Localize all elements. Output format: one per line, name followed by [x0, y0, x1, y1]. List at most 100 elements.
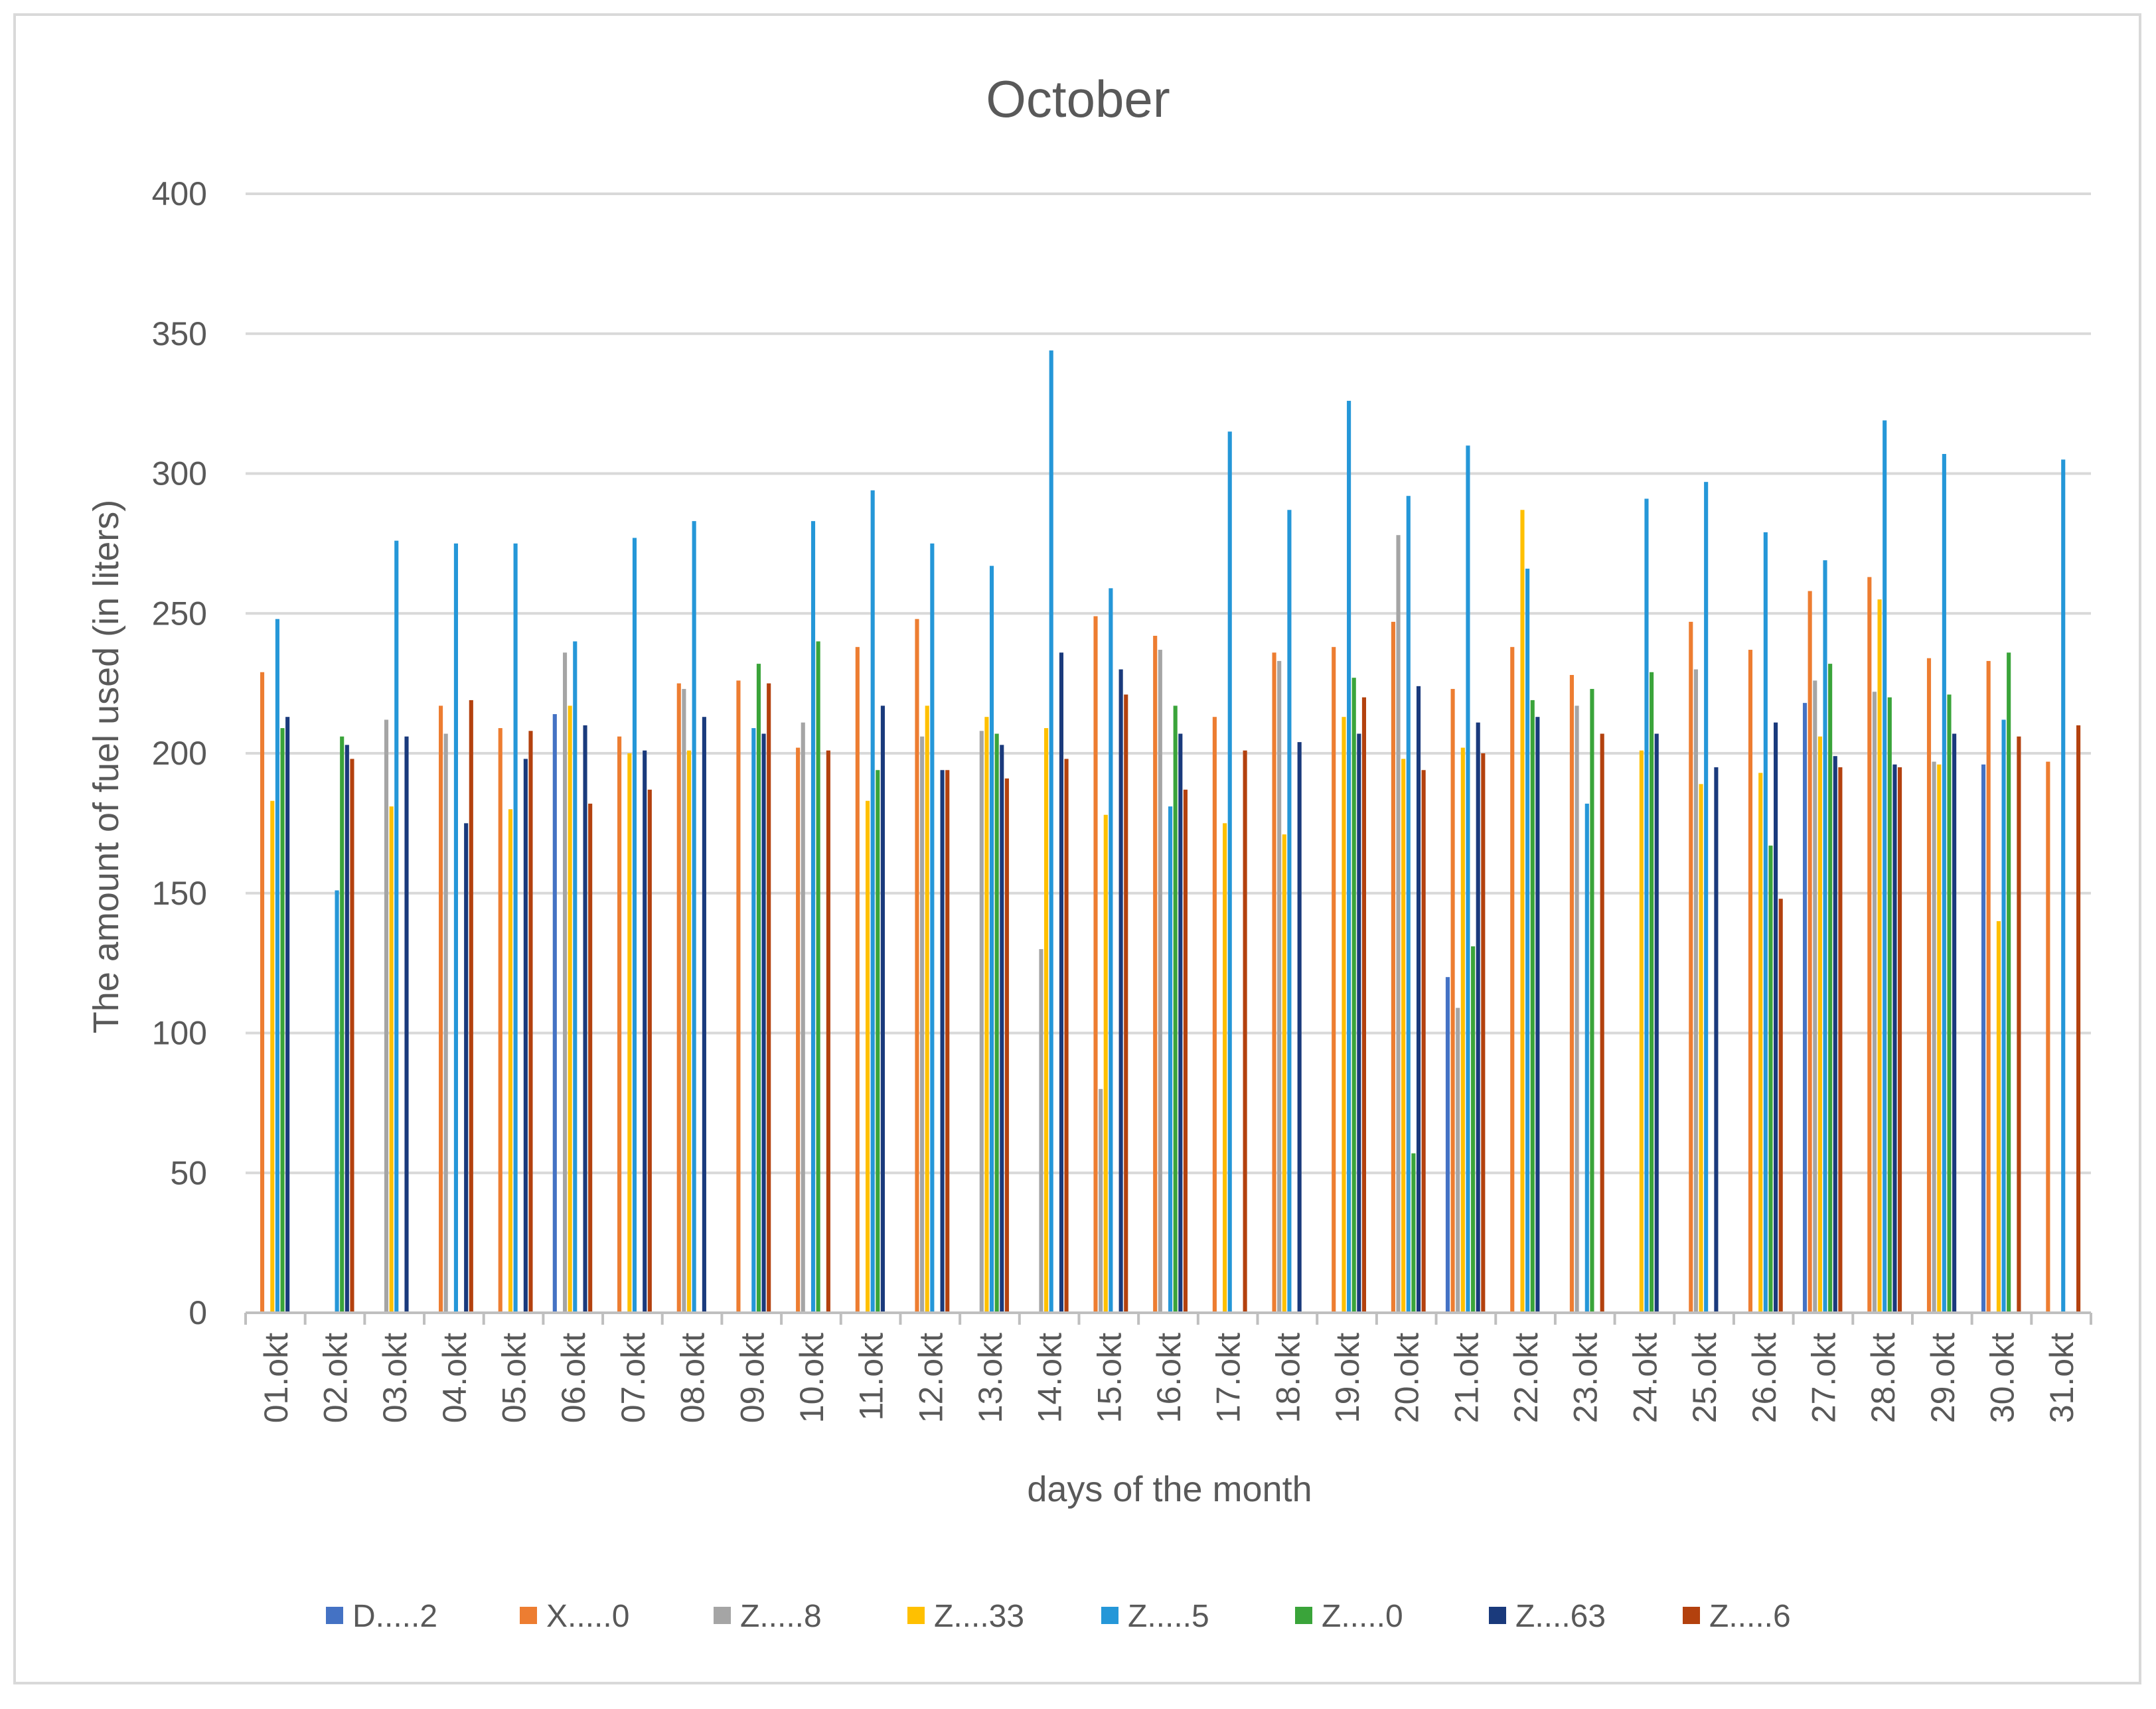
legend-label: Z....33: [934, 1599, 1024, 1634]
bar-Z....63-03.okt: [404, 736, 409, 1313]
bar-Z.....8-18.okt: [1277, 660, 1282, 1313]
bar-Z.....8-10.okt: [801, 722, 805, 1313]
bar-Z....63-28.okt: [1892, 764, 1897, 1313]
x-axis-label: days of the month: [1027, 1469, 1312, 1509]
bar-Z.....6-05.okt: [528, 731, 533, 1313]
bar-Z.....6-28.okt: [1897, 767, 1902, 1313]
bar-Z.....5-27.okt: [1823, 560, 1827, 1313]
bar-Z.....8-27.okt: [1813, 680, 1817, 1313]
bar-Z....63-21.okt: [1476, 722, 1480, 1313]
legend-label: Z.....6: [1709, 1599, 1791, 1634]
x-tick-label: 06.okt: [555, 1333, 592, 1423]
x-tick-label: 02.okt: [317, 1333, 354, 1423]
bar-Z.....5-12.okt: [930, 543, 935, 1313]
bar-Z....63-13.okt: [1000, 745, 1004, 1313]
bar-Z.....6-20.okt: [1421, 770, 1426, 1313]
bar-Z.....5-29.okt: [1942, 453, 1946, 1313]
bar-Z.....8-21.okt: [1456, 1007, 1460, 1313]
bar-X.....0-08.okt: [676, 683, 681, 1313]
y-tick-label: 300: [152, 455, 207, 492]
bar-Z.....0-16.okt: [1173, 706, 1178, 1313]
bar-Z.....5-19.okt: [1347, 400, 1351, 1313]
bar-D.....2-27.okt: [1802, 703, 1808, 1313]
bar-Z.....8-29.okt: [1932, 761, 1936, 1313]
legend-swatch: [1295, 1607, 1312, 1624]
x-tick-label: 31.okt: [2043, 1333, 2080, 1423]
bar-Z.....0-26.okt: [1768, 846, 1773, 1313]
x-tick-label: 14.okt: [1032, 1333, 1069, 1423]
bar-Z.....5-13.okt: [989, 565, 994, 1313]
bar-Z....63-06.okt: [583, 725, 587, 1313]
legend-swatch: [1101, 1607, 1118, 1624]
bar-X.....0-26.okt: [1748, 650, 1753, 1313]
x-tick-label: 19.okt: [1329, 1333, 1366, 1423]
bar-Z....33-06.okt: [568, 706, 572, 1313]
bar-X.....0-27.okt: [1808, 591, 1812, 1313]
bar-Z.....0-22.okt: [1530, 700, 1535, 1313]
legend: D.....2 X.....0 Z.....8 Z....33 Z.....5 Z....…: [326, 1599, 1791, 1634]
bar-Z.....8-15.okt: [1099, 1088, 1103, 1313]
legend-swatch: [1683, 1607, 1700, 1624]
bar-Z.....0-02.okt: [340, 736, 345, 1313]
bar-Z....33-14.okt: [1044, 728, 1049, 1313]
y-tick-label: 100: [152, 1015, 207, 1052]
bar-X.....0-09.okt: [736, 680, 741, 1313]
bar-Z....33-03.okt: [389, 806, 394, 1313]
bar-Z.....5-03.okt: [394, 540, 399, 1313]
x-tick-label: 13.okt: [972, 1333, 1009, 1423]
bar-Z.....5-01.okt: [275, 619, 279, 1313]
bar-Z....63-29.okt: [1952, 733, 1957, 1313]
bar-Z....63-01.okt: [285, 717, 290, 1313]
bar-Z.....6-06.okt: [588, 803, 593, 1313]
bar-Z.....5-09.okt: [751, 728, 756, 1313]
legend-label: X.....0: [546, 1599, 629, 1634]
bar-X.....0-10.okt: [796, 747, 801, 1313]
bar-X.....0-18.okt: [1272, 652, 1276, 1313]
bar-X.....0-07.okt: [617, 736, 622, 1313]
bar-X.....0-25.okt: [1689, 621, 1693, 1313]
bar-D.....2-30.okt: [1981, 764, 1986, 1313]
bar-Z.....6-30.okt: [2017, 736, 2021, 1313]
bar-Z....63-15.okt: [1118, 669, 1123, 1313]
bar-X.....0-30.okt: [1986, 660, 1991, 1313]
bar-Z.....8-14.okt: [1039, 949, 1043, 1313]
bar-Z.....8-12.okt: [920, 736, 925, 1313]
bar-Z....33-12.okt: [925, 706, 929, 1313]
bar-Z.....5-20.okt: [1406, 496, 1411, 1313]
bar-Z....63-08.okt: [702, 717, 706, 1313]
x-tick-label: 04.okt: [436, 1333, 473, 1423]
bar-Z....33-17.okt: [1223, 823, 1227, 1313]
bar-Z....33-28.okt: [1877, 599, 1882, 1313]
bar-Z.....0-11.okt: [876, 770, 880, 1313]
bar-X.....0-05.okt: [498, 728, 502, 1313]
bar-Z.....6-13.okt: [1004, 778, 1009, 1313]
x-tick-label: 25.okt: [1686, 1333, 1723, 1423]
bar-X.....0-29.okt: [1926, 658, 1932, 1313]
bar-X.....0-19.okt: [1332, 646, 1336, 1313]
bar-Z.....8-16.okt: [1158, 650, 1162, 1313]
bar-Z....63-11.okt: [880, 706, 885, 1313]
y-tick-label: 150: [152, 875, 207, 912]
bar-Z....63-20.okt: [1416, 686, 1421, 1313]
bar-Z.....6-14.okt: [1064, 759, 1069, 1313]
bar-Z....33-11.okt: [865, 800, 870, 1313]
x-tick-label: 23.okt: [1567, 1333, 1604, 1423]
bar-Z.....6-21.okt: [1481, 753, 1486, 1313]
bar-Z.....6-26.okt: [1778, 899, 1783, 1313]
bar-Z.....6-17.okt: [1243, 750, 1247, 1313]
bar-Z....63-05.okt: [523, 759, 528, 1313]
bar-Z.....0-30.okt: [2007, 652, 2011, 1313]
bar-Z.....0-21.okt: [1471, 946, 1476, 1313]
bar-Z.....0-09.okt: [756, 664, 761, 1313]
bar-Z....33-19.okt: [1342, 717, 1346, 1313]
bar-Z....63-27.okt: [1833, 756, 1837, 1313]
legend-swatch: [1489, 1607, 1506, 1624]
bar-Z.....0-24.okt: [1650, 672, 1654, 1313]
x-tick-label: 29.okt: [1924, 1333, 1962, 1423]
bar-Z.....5-21.okt: [1466, 445, 1470, 1313]
x-tick-label: 28.okt: [1865, 1333, 1902, 1423]
x-tick-label: 27.okt: [1805, 1333, 1842, 1423]
legend-label: D.....2: [352, 1599, 437, 1634]
bar-Z.....5-04.okt: [453, 543, 458, 1313]
bar-Z.....8-20.okt: [1396, 535, 1401, 1313]
